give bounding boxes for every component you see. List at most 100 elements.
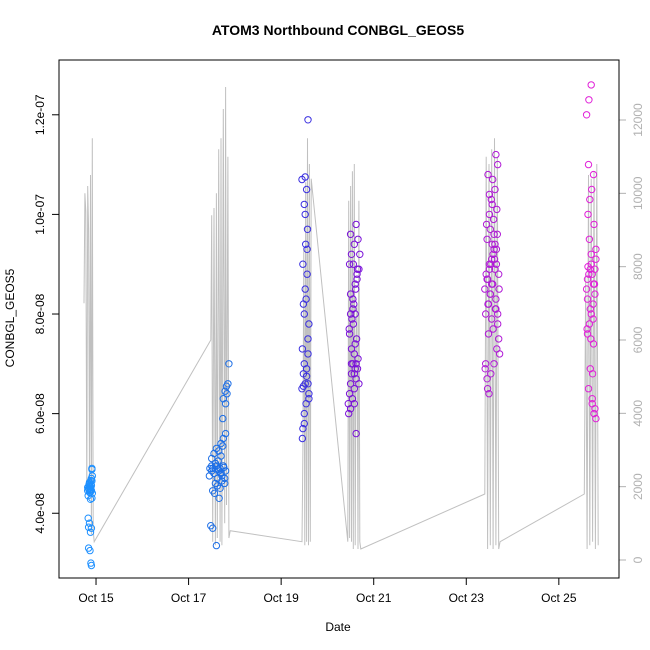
data-point (589, 340, 598, 348)
x-tick-label: Oct 17 (171, 591, 207, 605)
data-point (491, 240, 499, 249)
data-point (488, 200, 496, 209)
data-point (588, 185, 596, 194)
data-point (302, 365, 311, 373)
data-point (219, 414, 227, 423)
data-point (583, 295, 592, 303)
data-point (585, 235, 594, 244)
data-point (225, 360, 233, 368)
data-point (349, 320, 357, 328)
data-point (304, 116, 312, 124)
data-point (590, 409, 598, 418)
data-point (592, 414, 600, 423)
altitude-line (83, 86, 599, 550)
data-point (351, 365, 359, 373)
data-point (492, 295, 500, 303)
data-point (302, 185, 311, 194)
data-point (86, 546, 94, 555)
data-point (492, 150, 500, 159)
data-point (352, 429, 360, 438)
altitude-layer (83, 86, 599, 550)
data-point (482, 360, 490, 368)
data-point (583, 275, 592, 283)
data-point (303, 225, 312, 234)
data-point (86, 495, 95, 503)
data-point (304, 335, 312, 343)
data-point (299, 382, 308, 390)
data-point (347, 345, 356, 353)
data-point (301, 210, 309, 219)
data-point (582, 285, 591, 293)
data-point (302, 240, 310, 249)
data-point (221, 467, 230, 475)
data-point (494, 320, 502, 328)
data-point (490, 360, 498, 368)
data-point (219, 395, 228, 403)
data-point (492, 305, 500, 313)
y2-tick-label: 6000 (631, 326, 645, 353)
data-point (489, 325, 497, 333)
data-point (212, 541, 221, 550)
y2-tick-label: 4000 (631, 400, 645, 427)
data-point (587, 310, 595, 318)
data-point (495, 350, 504, 358)
x-tick-label: Oct 19 (263, 591, 299, 605)
data-point (589, 315, 597, 323)
data-point (347, 360, 356, 368)
data-point (485, 390, 493, 398)
data-point (84, 523, 93, 531)
data-point (345, 409, 353, 418)
chart-title: ATOM3 Northbound CONBGL_GEOS5 (212, 22, 464, 38)
data-point (221, 429, 230, 438)
data-point (493, 230, 501, 239)
y-tick-label: 8.0e-08 (33, 293, 47, 334)
data-point (349, 260, 357, 268)
data-point (353, 275, 361, 283)
data-point (353, 270, 361, 278)
data-point (487, 195, 495, 204)
data-point (585, 96, 593, 104)
data-point (304, 380, 312, 388)
data-point (347, 250, 356, 259)
data-point (482, 220, 491, 229)
data-point (208, 462, 216, 470)
data-point (591, 265, 599, 273)
data-point (305, 320, 313, 328)
data-point (211, 459, 220, 468)
data-point (219, 442, 227, 450)
data-point (298, 345, 307, 353)
data-point (87, 561, 96, 570)
data-point (590, 220, 598, 229)
data-point (585, 270, 593, 278)
data-point (488, 315, 496, 323)
x-tick-label: Oct 21 (356, 591, 392, 605)
data-point (300, 409, 308, 418)
data-point (88, 494, 96, 502)
data-point (352, 335, 361, 343)
data-point (583, 330, 592, 338)
data-point (87, 476, 95, 485)
data-point (303, 245, 311, 254)
data-point (589, 170, 598, 179)
data-point (483, 385, 492, 393)
data-point (492, 245, 501, 254)
data-point (485, 210, 494, 219)
data-point (346, 290, 355, 298)
x-axis-label: Date (325, 620, 351, 634)
data-point (583, 325, 591, 333)
y2-tick-label: 12000 (631, 103, 645, 137)
data-point (584, 210, 592, 219)
data-point (586, 195, 594, 204)
data-point (304, 350, 312, 358)
data-point (299, 424, 307, 433)
data-point (490, 230, 498, 239)
data-point (495, 335, 503, 343)
y-tick-label: 1.0e-07 (33, 194, 47, 235)
data-point (584, 160, 593, 169)
data-point (345, 330, 354, 338)
data-point (586, 265, 594, 273)
data-point (349, 305, 357, 313)
data-point (483, 375, 491, 383)
y-tick-label: 4.0e-08 (33, 493, 47, 534)
